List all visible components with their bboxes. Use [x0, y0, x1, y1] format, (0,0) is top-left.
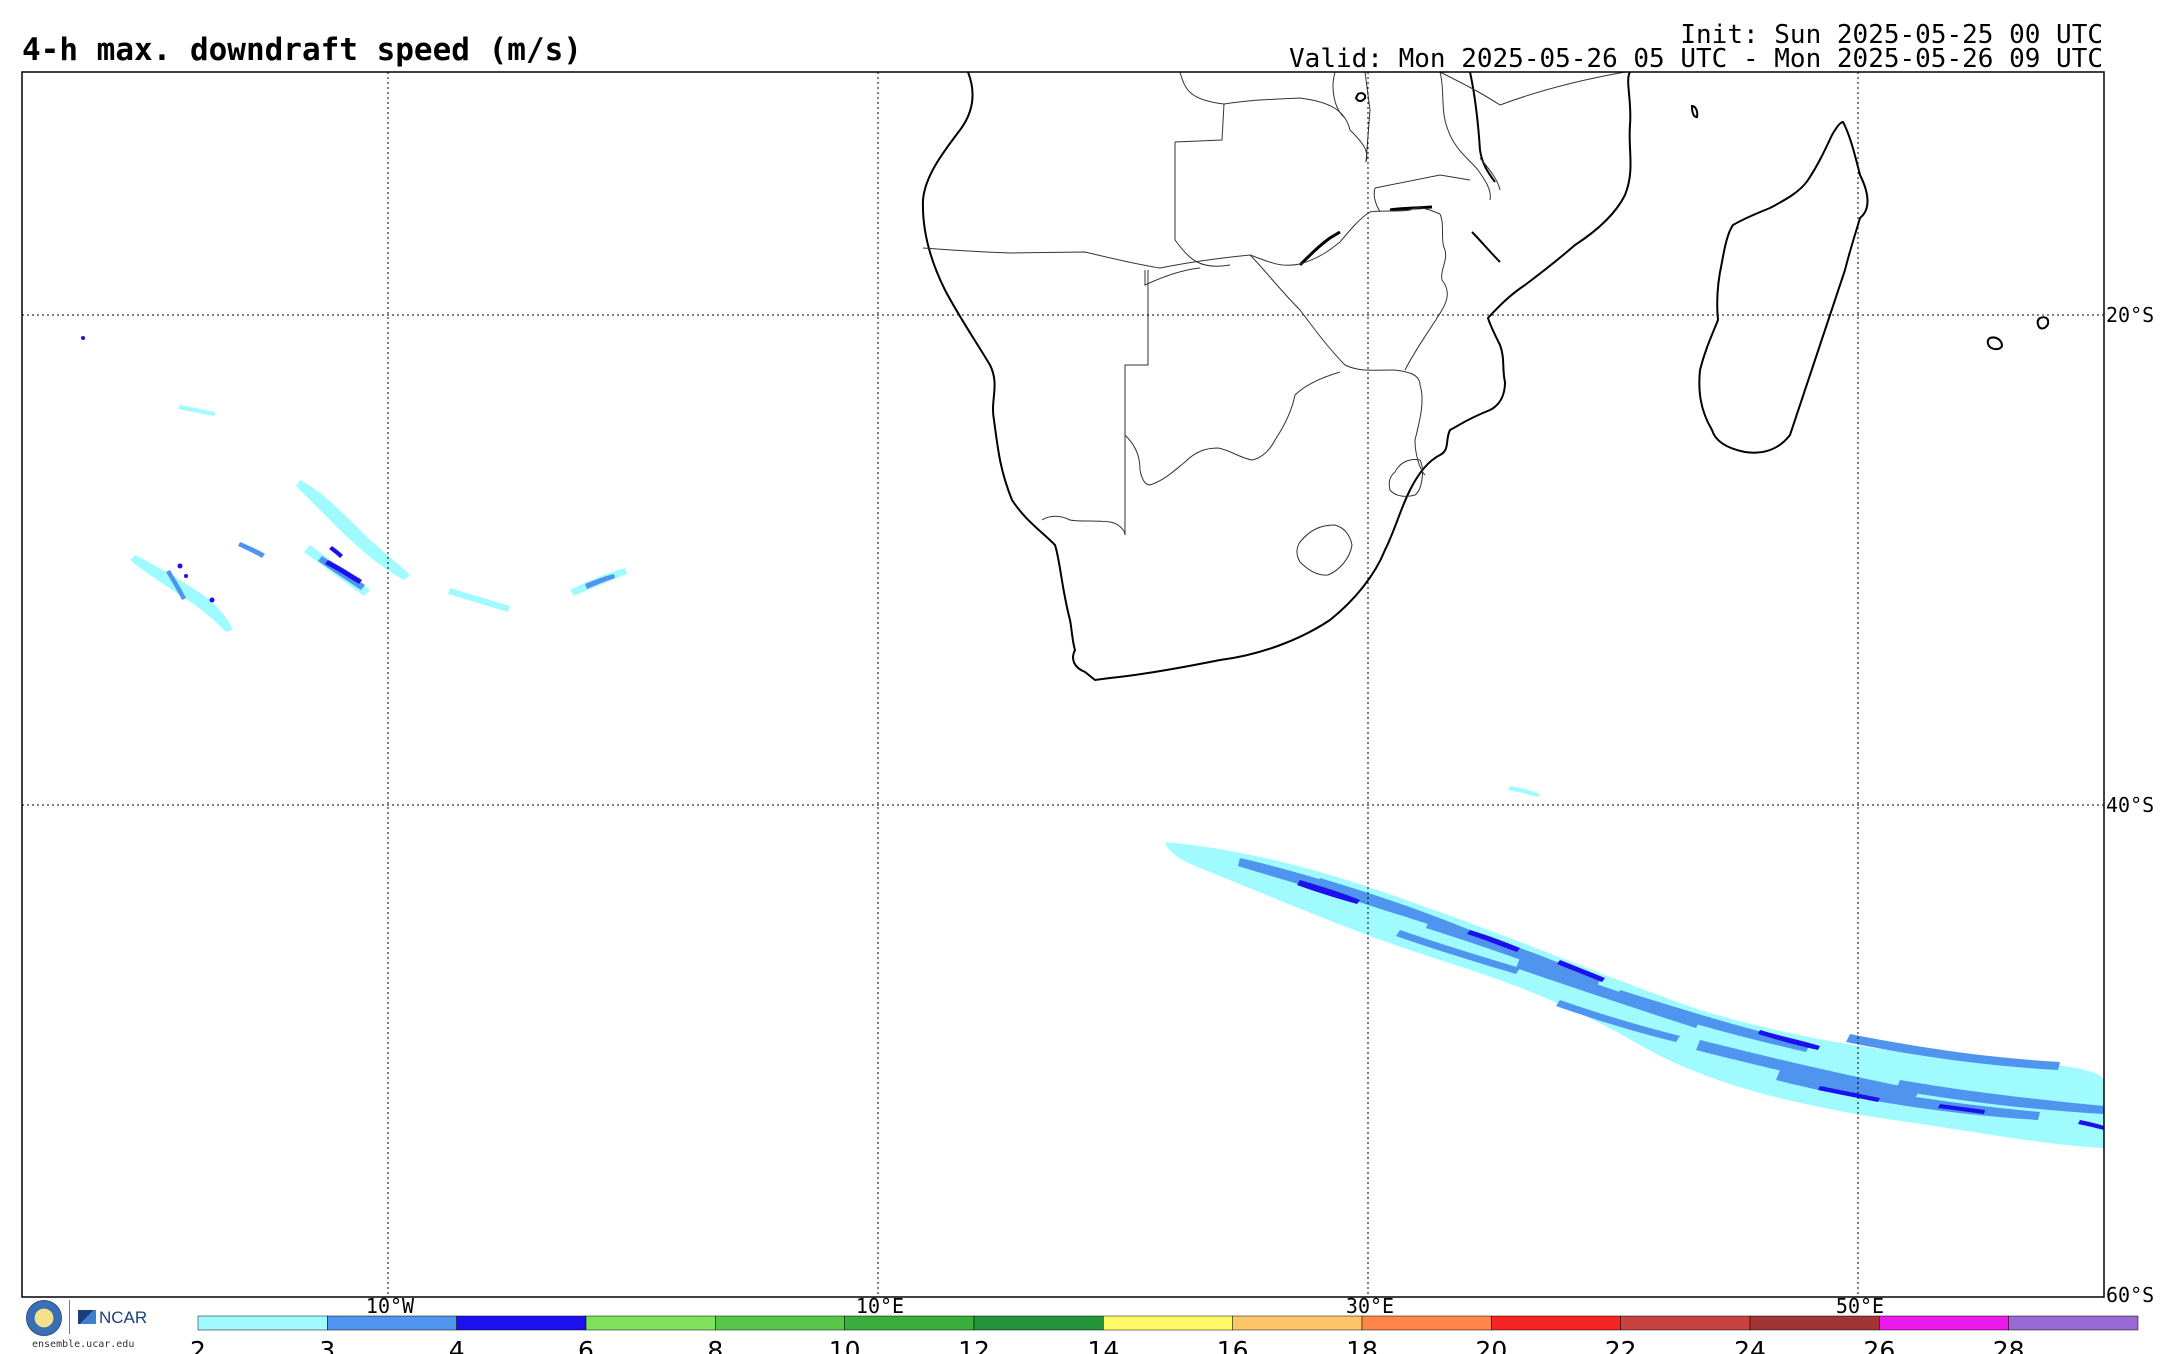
lon-label-10e: 10°E	[856, 1294, 904, 1318]
map-frame	[21, 71, 2105, 1298]
coastlines	[921, 72, 2050, 682]
ncar-logo-text: NCAR	[99, 1308, 148, 1327]
lat-label-60s: 60°S	[2106, 1283, 2154, 1307]
colorbar-tick-label: 4	[449, 1336, 465, 1354]
colorbar-swatch	[2008, 1315, 2139, 1331]
colorbar-tick-label: 2	[190, 1336, 206, 1354]
colorbar-swatch	[585, 1315, 716, 1331]
colorbar-swatch	[1232, 1315, 1363, 1331]
colorbar-tick-label: 28	[1993, 1336, 2025, 1354]
lake-kariba	[1298, 230, 1341, 267]
footer-logos: NCAR ensemble.ucar.edu	[24, 1298, 164, 1354]
colorbar-tick-label: 12	[958, 1336, 990, 1354]
lake-tanganyika	[1389, 205, 1433, 212]
colorbar-swatch	[1103, 1315, 1233, 1331]
init-time: Init: Sun 2025-05-25 00 UTC	[1680, 20, 2103, 50]
colorbar-swatch	[844, 1315, 975, 1331]
comoros-coastline	[1690, 104, 1699, 119]
lake-malawi	[1469, 72, 1496, 183]
country-borders	[922, 72, 1626, 576]
nsf-logo	[26, 1300, 62, 1336]
lon-label-10w: 10°W	[366, 1294, 415, 1318]
colorbar-tick-label: 10	[829, 1336, 861, 1354]
colorbar-swatch	[1361, 1315, 1492, 1331]
site-url: ensemble.ucar.edu	[32, 1339, 135, 1350]
lat-label-20s: 20°S	[2106, 303, 2154, 327]
valid-time-range: Valid: Mon 2025-05-26 05 UTC - Mon 2025-…	[1289, 44, 2103, 74]
colorbar-tick-label: 24	[1734, 1336, 1766, 1354]
colorbar-tick-label: 18	[1346, 1336, 1378, 1354]
colorbar-tick-label: 14	[1087, 1336, 1119, 1354]
ncar-mark-icon	[78, 1310, 96, 1324]
colorbar-swatch	[973, 1315, 1104, 1331]
downdraft-field	[81, 336, 2104, 1148]
lake-cahora	[1471, 231, 1501, 263]
colorbar-tick-label: 6	[578, 1336, 594, 1354]
lon-label-30e: 30°E	[1346, 1294, 1394, 1318]
madagascar-coastline	[1698, 120, 1869, 454]
colorbar-tick-label: 22	[1605, 1336, 1637, 1354]
colorbar-tick-label: 8	[707, 1336, 723, 1354]
colorbar-tick-label: 16	[1217, 1336, 1249, 1354]
colorbar-swatch	[1491, 1315, 1621, 1331]
ncar-logo: NCAR	[78, 1308, 147, 1328]
colorbar-swatch	[1879, 1315, 2009, 1331]
graticule	[22, 72, 2104, 1297]
reunion-coastline	[2036, 316, 2050, 330]
colorbar-swatch	[715, 1315, 845, 1331]
africa-coastline	[921, 72, 1632, 682]
colorbar-tick-label: 26	[1863, 1336, 1895, 1354]
colorbar-swatch	[1749, 1315, 1880, 1331]
colorbar-swatch	[1620, 1315, 1751, 1331]
lon-label-50e: 50°E	[1836, 1294, 1884, 1318]
lat-label-40s: 40°S	[2106, 793, 2154, 817]
colorbar-swatch	[197, 1315, 328, 1331]
colorbar-tick-label: 3	[319, 1336, 335, 1354]
colorbar-swatch	[456, 1315, 587, 1331]
colorbar-swatch	[327, 1315, 457, 1331]
logo-divider	[69, 1300, 70, 1334]
lake-victoria	[1354, 92, 1367, 102]
colorbar-tick-label: 20	[1475, 1336, 1507, 1354]
mauritius-coastline	[1986, 336, 2004, 351]
map-title: 4-h max. downdraft speed (m/s)	[22, 32, 582, 68]
colorbar: 2 3 4 6 8 10 12 14 16 18 20 22 24 26 28	[190, 1315, 2139, 1354]
